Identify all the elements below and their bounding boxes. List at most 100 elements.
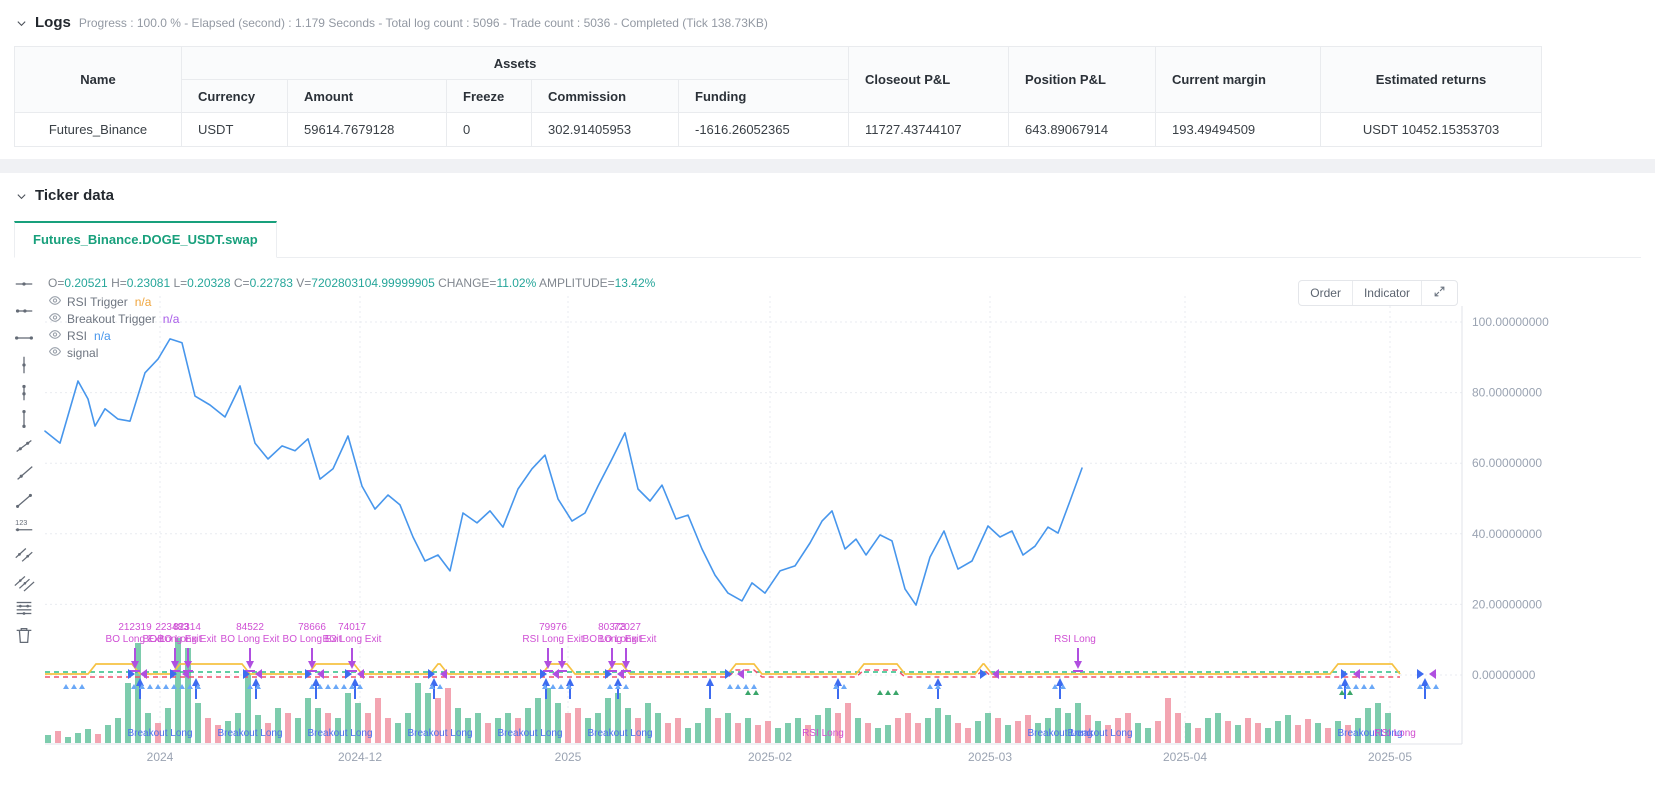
svg-text:78666: 78666 (298, 622, 326, 633)
cell-amount: 59614.7679128 (288, 113, 447, 147)
fullscreen-button[interactable] (1422, 281, 1457, 305)
svg-text:2025-05: 2025-05 (1368, 750, 1412, 764)
svg-text:123: 123 (15, 518, 27, 527)
svg-text:0.00000000: 0.00000000 (1472, 668, 1536, 682)
svg-text:60.00000000: 60.00000000 (1472, 456, 1542, 470)
svg-text:2025-02: 2025-02 (748, 750, 792, 764)
delete-trash-tool-icon[interactable]: .f{fill:currentColor;stroke:none} (12, 623, 36, 647)
col-header-position-pnl: Position P&L (1009, 47, 1156, 113)
col-header-estimated-returns: Estimated returns (1321, 47, 1542, 113)
logs-header: Logs Progress : 100.0 % - Elapsed (secon… (0, 0, 1655, 42)
ticker-tabstrip: Futures_Binance.DOGE_USDT.swap (14, 221, 1641, 258)
svg-text:80.00000000: 80.00000000 (1472, 386, 1542, 400)
svg-text:BO Long Exit: BO Long Exit (221, 634, 280, 645)
vertical-line-tool-icon[interactable]: .f{fill:currentColor;stroke:none} (12, 353, 36, 377)
legend-indicator-name: RSI Trigger (67, 295, 128, 309)
cell-estimated-returns: USDT 10452.15353703 (1321, 113, 1542, 147)
svg-text:Breakout Long: Breakout Long (497, 728, 562, 739)
col-header-name: Name (15, 47, 182, 113)
horizontal-ray-tool-icon[interactable]: .f{fill:currentColor;stroke:none} (12, 299, 36, 323)
price-channel-tool-icon[interactable]: .f{fill:currentColor;stroke:none} (12, 569, 36, 593)
ticker-title: Ticker data (35, 187, 114, 204)
cell-currency: USDT (182, 113, 288, 147)
svg-text:100.00000000: 100.00000000 (1472, 315, 1549, 329)
eye-visibility-icon[interactable] (48, 328, 62, 344)
cell-position-pnl: 643.89067914 (1009, 113, 1156, 147)
y-axis-labels: 100.0000000080.0000000060.0000000040.000… (1472, 315, 1549, 682)
exit-markers (130, 648, 1083, 671)
collapse-logs-chevron-icon[interactable] (16, 16, 27, 34)
logs-section: Logs Progress : 100.0 % - Elapsed (secon… (0, 0, 1655, 147)
parallel-lines-tool-icon[interactable]: .f{fill:currentColor;stroke:none} (12, 542, 36, 566)
svg-text:RSI Long: RSI Long (1374, 728, 1416, 739)
svg-text:Breakout Long: Breakout Long (307, 728, 372, 739)
segment-line-tool-icon[interactable]: .f{fill:currentColor;stroke:none} (12, 488, 36, 512)
svg-text:82314: 82314 (173, 622, 201, 633)
legend-row-breakout-trigger: Breakout Triggern/a (48, 310, 655, 327)
svg-text:RSI Long: RSI Long (1054, 634, 1096, 645)
svg-text:RSI Long: RSI Long (802, 728, 844, 739)
caret-markers (63, 684, 1439, 695)
trade-annotations: 212319BO Long Exit223483BO Long Exit8231… (106, 622, 1096, 645)
eye-visibility-icon[interactable] (48, 294, 62, 310)
svg-text:74017: 74017 (338, 622, 366, 633)
svg-text:20.00000000: 20.00000000 (1472, 597, 1542, 611)
collapse-ticker-chevron-icon[interactable] (16, 189, 27, 207)
ohlc-readout: O=0.20521 H=0.23081 L=0.20328 C=0.22783 … (48, 276, 655, 290)
trade-labels: Breakout Long Breakout Long Breakout Long B… (127, 728, 1415, 739)
svg-text:2025-04: 2025-04 (1163, 750, 1207, 764)
col-header-freeze: Freeze (447, 80, 532, 113)
eye-visibility-icon[interactable] (48, 311, 62, 327)
legend-row-signal: signal (48, 344, 655, 361)
legend-row-rsi: RSIn/a (48, 327, 655, 344)
horizontal-segment-tool-icon[interactable]: .f{fill:currentColor;stroke:none} (12, 326, 36, 350)
svg-text:2024-12: 2024-12 (338, 750, 382, 764)
cell-closeout-pnl: 11727.43744107 (849, 113, 1009, 147)
svg-text:84522: 84522 (236, 622, 264, 633)
fibonacci-lines-tool-icon[interactable]: .f{fill:currentColor;stroke:none} (12, 596, 36, 620)
legend-row-rsi-trigger: RSI Trigger n/a (48, 293, 655, 310)
vertical-ray-tool-icon[interactable]: .f{fill:currentColor;stroke:none} (12, 380, 36, 404)
assets-table: Name Assets Closeout P&L Position P&L Cu… (14, 46, 1542, 147)
svg-text:Breakout Long: Breakout Long (217, 728, 282, 739)
logs-title: Logs (35, 14, 71, 31)
horizontal-line-tool-icon[interactable]: .f{fill:currentColor;stroke:none} (12, 272, 36, 296)
svg-text:BO Long Exit: BO Long Exit (598, 634, 657, 645)
ticker-chart: .f{fill:currentColor;stroke:none} .f{fill… (0, 266, 1655, 784)
col-header-closeout-pnl: Closeout P&L (849, 47, 1009, 113)
svg-text:Breakout Long: Breakout Long (1067, 728, 1132, 739)
chart-legend: O=0.20521 H=0.23081 L=0.20328 C=0.22783 … (48, 276, 655, 361)
svg-text:72027: 72027 (613, 622, 641, 633)
x-axis-labels: 2024 2024-12 2025 2025-02 2025-03 2025-04 2025… (147, 750, 1413, 764)
svg-text:BO Long Exit: BO Long Exit (158, 634, 217, 645)
svg-text:2025-03: 2025-03 (968, 750, 1012, 764)
expand-icon (1433, 285, 1446, 301)
col-header-currency: Currency (182, 80, 288, 113)
cell-current-margin: 193.49494509 (1156, 113, 1321, 147)
svg-text:2025: 2025 (555, 750, 582, 764)
trend-line-tool-icon[interactable]: .f{fill:currentColor;stroke:none} (12, 434, 36, 458)
eye-visibility-icon[interactable] (48, 345, 62, 361)
table-row: Futures_Binance USDT 59614.7679128 0 302… (15, 113, 1542, 147)
tab-futures-binance-doge-usdt-swap[interactable]: Futures_Binance.DOGE_USDT.swap (14, 221, 277, 258)
ray-line-tool-icon[interactable]: .f{fill:currentColor;stroke:none} (12, 461, 36, 485)
cell-name: Futures_Binance (15, 113, 182, 147)
price-line-123-tool-icon[interactable]: .f{fill:currentColor;stroke:none}123 (12, 515, 36, 539)
cell-commission: 302.91405953 (532, 113, 679, 147)
vertical-segment-tool-icon[interactable]: .f{fill:currentColor;stroke:none} (12, 407, 36, 431)
ticker-data-section: Ticker data Futures_Binance.DOGE_USDT.sw… (0, 173, 1655, 784)
col-header-amount: Amount (288, 80, 447, 113)
col-header-commission: Commission (532, 80, 679, 113)
drawing-toolbar: .f{fill:currentColor;stroke:none} .f{fill… (12, 272, 40, 650)
legend-indicator-value: n/a (135, 295, 152, 309)
ticker-header: Ticker data (0, 173, 1655, 215)
svg-text:RSI Long Exit: RSI Long Exit (522, 634, 583, 645)
legend-indicator-name: RSI (67, 329, 87, 343)
svg-text:79976: 79976 (539, 622, 567, 633)
col-group-assets: Assets (182, 47, 849, 80)
col-header-funding: Funding (679, 80, 849, 113)
chart-buttons: Order Indicator (1298, 280, 1458, 306)
indicator-button[interactable]: Indicator (1353, 281, 1422, 305)
svg-text:2024: 2024 (147, 750, 174, 764)
order-button[interactable]: Order (1299, 281, 1353, 305)
